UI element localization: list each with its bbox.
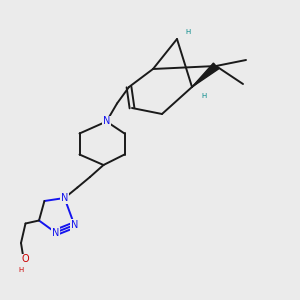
Text: H: H xyxy=(18,267,24,273)
Text: H: H xyxy=(201,93,207,99)
Text: N: N xyxy=(103,116,110,127)
Text: N: N xyxy=(61,193,68,203)
Text: O: O xyxy=(22,254,29,264)
Text: H: H xyxy=(186,28,191,34)
Text: N: N xyxy=(71,220,78,230)
Polygon shape xyxy=(192,63,219,87)
Text: N: N xyxy=(52,227,59,238)
